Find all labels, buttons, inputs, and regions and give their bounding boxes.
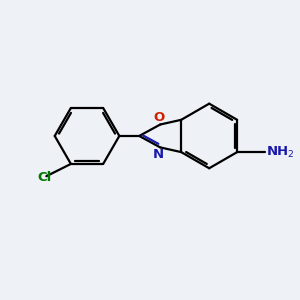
- Text: Cl: Cl: [37, 171, 51, 184]
- Text: N: N: [152, 148, 164, 161]
- Text: O: O: [153, 111, 164, 124]
- Text: NH$_2$: NH$_2$: [266, 145, 295, 160]
